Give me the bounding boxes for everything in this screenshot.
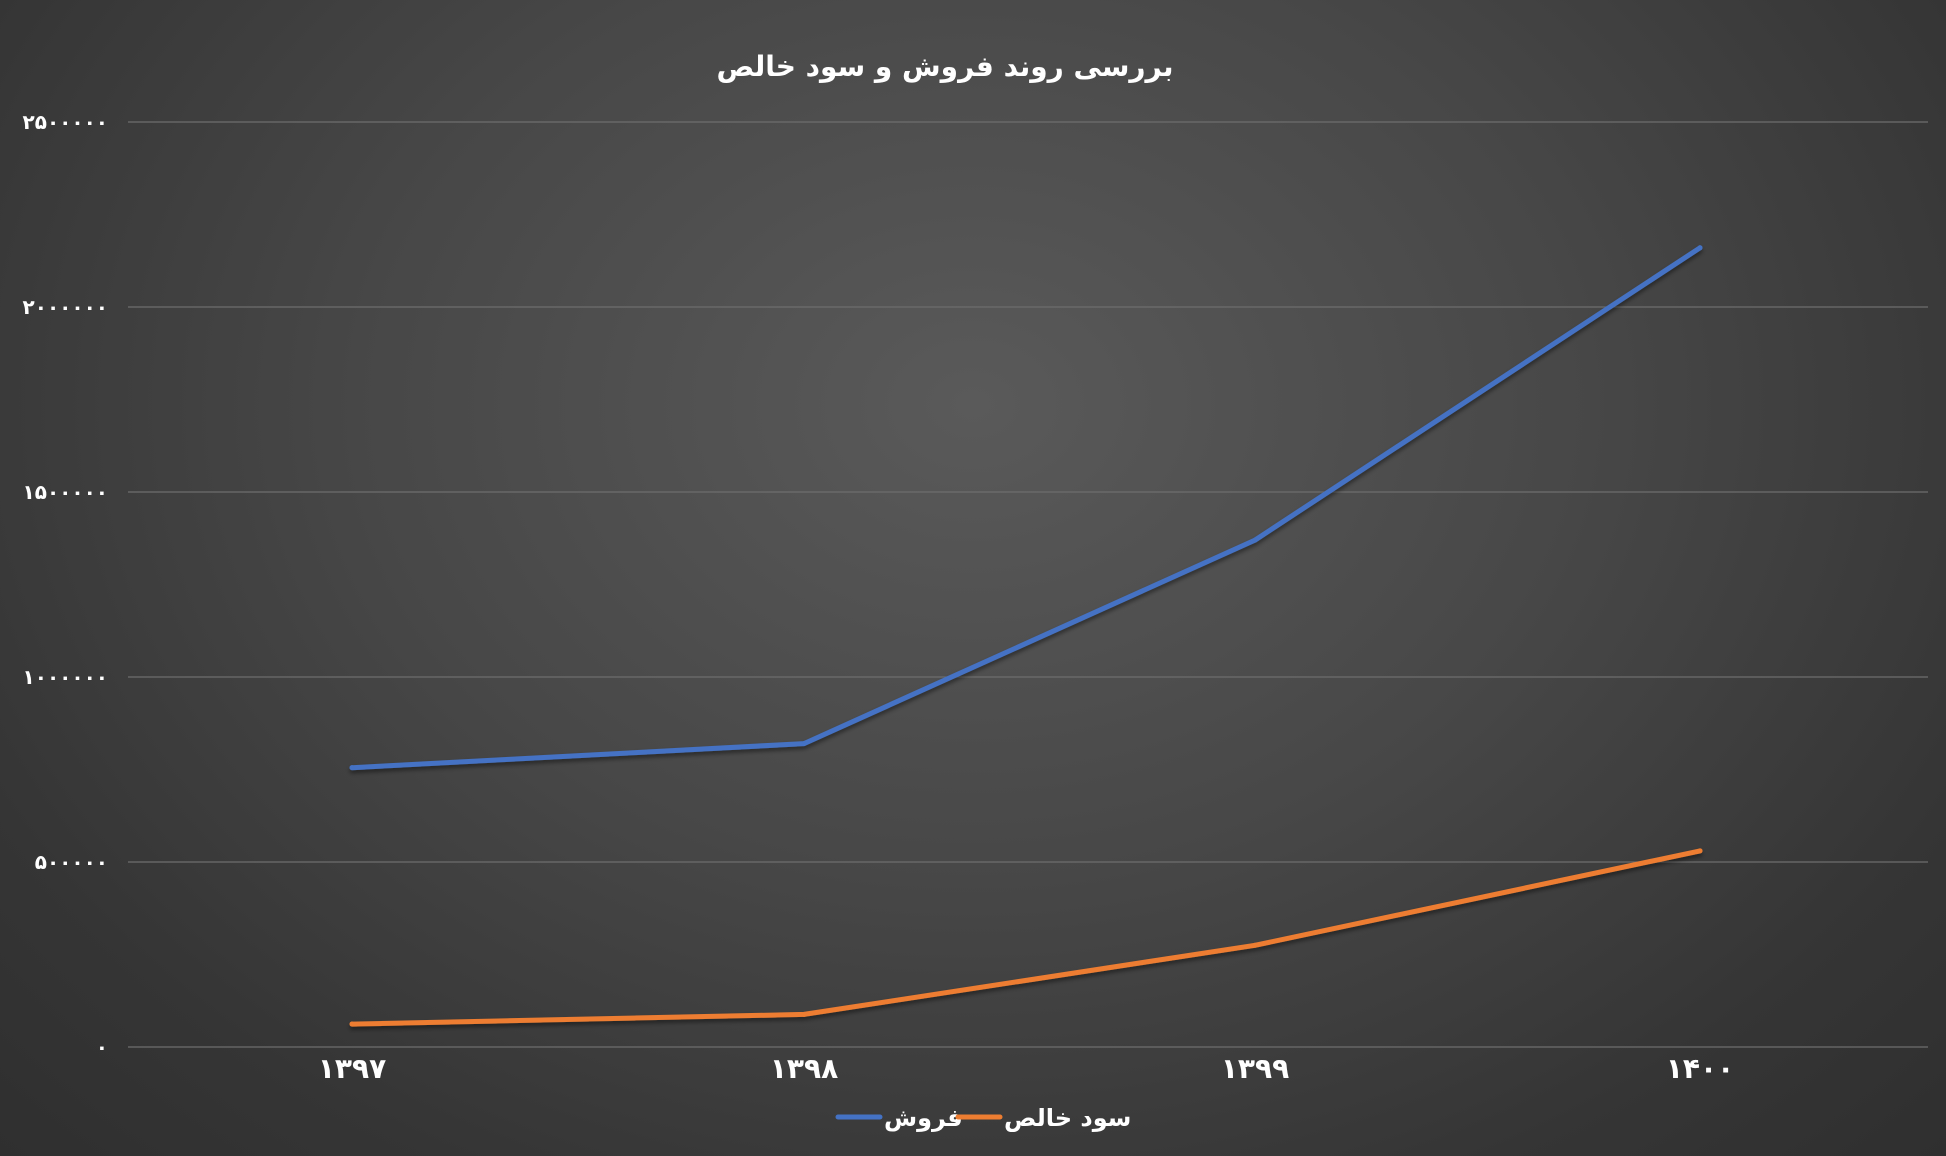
series — [349, 245, 1703, 1027]
y-tick-label: ۰ — [96, 1035, 108, 1059]
y-tick-label: ۵۰۰۰۰۰ — [35, 850, 108, 874]
data-point — [801, 741, 807, 747]
y-tick-label: ۲۰۰۰۰۰۰ — [23, 295, 108, 319]
legend-label: سود خالص — [1004, 1104, 1131, 1132]
series-line-0 — [349, 245, 1703, 771]
data-point — [1252, 942, 1258, 948]
x-tick-label: ۱۳۹۸ — [770, 1052, 838, 1085]
legend-label: فروش — [884, 1104, 963, 1132]
y-axis: ۰ ۵۰۰۰۰۰ ۱۰۰۰۰۰۰ ۱۵۰۰۰۰۰ ۲۰۰۰۰۰۰ ۲۵۰۰۰۰۰ — [23, 110, 108, 1059]
data-point — [1697, 848, 1703, 854]
x-tick-label: ۱۳۹۷ — [318, 1052, 386, 1085]
y-tick-label: ۲۵۰۰۰۰۰ — [23, 110, 108, 134]
legend: فروش سود خالص — [835, 1104, 1131, 1132]
series-line-1 — [349, 848, 1703, 1027]
data-point — [1697, 245, 1703, 251]
data-point — [1252, 537, 1258, 543]
x-tick-label: ۱۳۹۹ — [1221, 1052, 1289, 1085]
y-tick-label: ۱۰۰۰۰۰۰ — [23, 665, 108, 689]
x-tick-label: ۱۴۰۰ — [1666, 1052, 1734, 1085]
x-axis: ۱۳۹۷ ۱۳۹۸ ۱۳۹۹ ۱۴۰۰ — [318, 1052, 1734, 1085]
data-point — [349, 1021, 355, 1027]
gridlines — [128, 121, 1928, 1048]
data-point — [801, 1011, 807, 1017]
data-point — [349, 765, 355, 771]
chart-title: بررسی روند فروش و سود خالص — [717, 50, 1174, 83]
y-tick-label: ۱۵۰۰۰۰۰ — [23, 480, 108, 504]
